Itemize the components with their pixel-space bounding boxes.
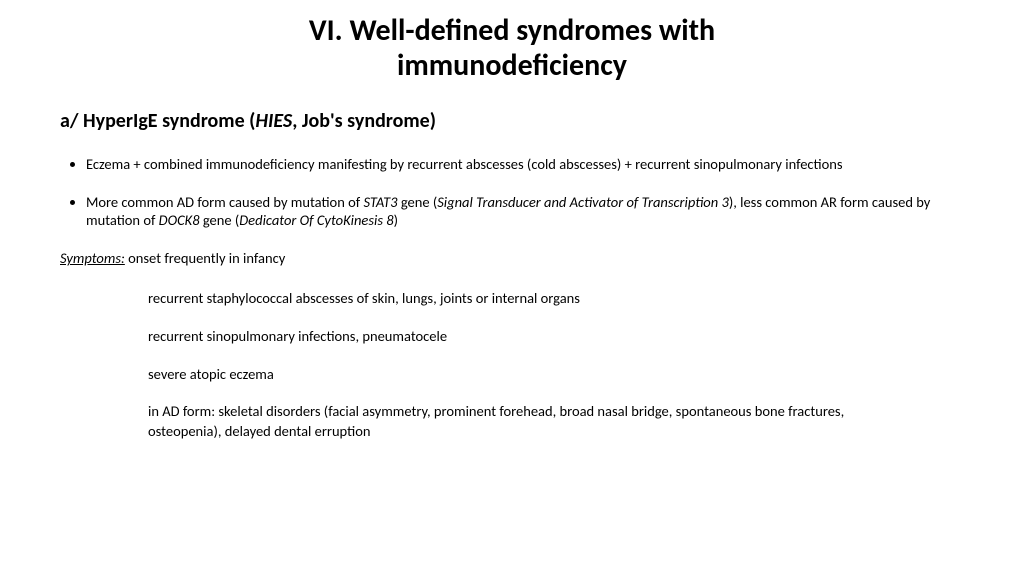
bullet-text-run: gene (	[401, 193, 437, 211]
subheading-italic: HIES	[255, 109, 292, 133]
symptom-item: recurrent staphylococcal abscesses of sk…	[148, 289, 964, 309]
symptom-item: recurrent sinopulmonary infections, pneu…	[148, 327, 964, 347]
bullet-list: Eczema + combined immunodeficiency manif…	[60, 155, 964, 229]
subheading-suffix: , Job's syndrome)	[292, 109, 436, 133]
symptom-item: severe atopic eczema	[148, 365, 964, 385]
slide-title: VI. Well-defined syndromes with immunode…	[60, 14, 964, 83]
bullet-text-run: DOCK8	[159, 211, 200, 229]
symptoms-list: recurrent staphylococcal abscesses of sk…	[60, 289, 964, 441]
symptom-item: in AD form: skeletal disorders (facial a…	[148, 402, 868, 441]
bullet-text-run: STAT3	[363, 193, 400, 211]
symptoms-label: Symptoms:	[60, 249, 125, 267]
bullet-item: More common AD form caused by mutation o…	[86, 193, 964, 229]
bullet-text-run: More common AD form caused by mutation o…	[86, 193, 363, 211]
section-subheading: a/ HyperIgE syndrome (HIES, Job's syndro…	[60, 109, 964, 133]
bullet-text-run: Eczema + combined immunodeficiency manif…	[86, 155, 843, 173]
bullet-text-run: gene (	[200, 211, 240, 229]
title-line-1: VI. Well-defined syndromes with	[60, 14, 964, 49]
bullet-text-run: Dedicator Of CytoKinesis 8	[239, 211, 393, 229]
title-line-2: immunodeficiency	[60, 49, 964, 84]
bullet-text-run: )	[394, 211, 398, 229]
bullet-text-run: Signal Transducer and Activator of Trans…	[437, 193, 729, 211]
symptoms-label-rest: onset frequently in infancy	[125, 249, 285, 267]
slide: VI. Well-defined syndromes with immunode…	[0, 0, 1024, 576]
subheading-prefix: a/ HyperIgE syndrome (	[60, 109, 255, 133]
bullet-item: Eczema + combined immunodeficiency manif…	[86, 155, 964, 173]
symptoms-heading: Symptoms: onset frequently in infancy	[60, 249, 964, 267]
